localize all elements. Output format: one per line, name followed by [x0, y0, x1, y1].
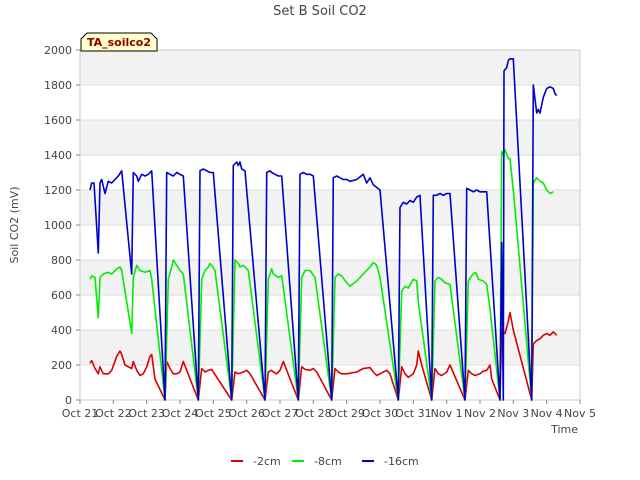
y-tick-label: 800: [51, 254, 72, 267]
x-tick-label: Nov 2: [464, 407, 496, 420]
series-line-2cm: [89, 311, 558, 401]
y-tick-label: 1200: [44, 184, 72, 197]
y-axis-label: Soil CO2 (mV): [8, 187, 21, 264]
series-line-8cm: [89, 149, 554, 401]
legend-label: -16cm: [384, 455, 419, 468]
x-tick-label: Oct 24: [162, 407, 199, 420]
legend: -2cm -8cm -16cm: [231, 455, 419, 468]
background-band: [80, 260, 580, 295]
annotation-box: TA_soilco2: [80, 32, 158, 52]
y-tick-label: 1400: [44, 149, 72, 162]
x-tick-label: Oct 25: [195, 407, 232, 420]
y-tick-label: 200: [51, 359, 72, 372]
x-tick-label: Nov 4: [531, 407, 563, 420]
x-axis-label: Time: [550, 423, 578, 436]
background-band: [80, 50, 580, 85]
y-tick-label: 1000: [44, 219, 72, 232]
x-tick-label: Oct 30: [362, 407, 399, 420]
x-tick-label: Oct 31: [395, 407, 432, 420]
annotation-label: TA_soilco2: [87, 36, 151, 49]
plot-background-bands: [80, 50, 580, 365]
background-band: [80, 190, 580, 225]
background-band: [80, 120, 580, 155]
x-tick-label: Oct 29: [328, 407, 365, 420]
x-tick-label: Oct 22: [95, 407, 132, 420]
chart-title: Set B Soil CO2: [273, 4, 367, 19]
x-tick-label: Nov 3: [497, 407, 529, 420]
series-layer: [89, 57, 558, 401]
x-tick-label: Oct 27: [262, 407, 299, 420]
x-tick-label: Oct 26: [228, 407, 265, 420]
x-tick-label: Oct 21: [62, 407, 99, 420]
y-tick-label: 400: [51, 324, 72, 337]
y-tick-label: 600: [51, 289, 72, 302]
x-tick-label: Nov 5: [564, 407, 596, 420]
y-tick-label: 0: [65, 394, 72, 407]
y-axis-ticks: 0 200 400 600 800 1000 1200 1400 1600 1800 2000: [44, 44, 80, 407]
y-tick-label: 2000: [44, 44, 72, 57]
legend-label: -2cm: [253, 455, 281, 468]
series-line-16cm: [89, 57, 558, 401]
x-tick-label: Nov 1: [431, 407, 463, 420]
y-tick-label: 1800: [44, 79, 72, 92]
background-band: [80, 330, 580, 365]
x-tick-label: Oct 23: [128, 407, 165, 420]
x-tick-label: Oct 28: [295, 407, 332, 420]
y-tick-label: 1600: [44, 114, 72, 127]
legend-label: -8cm: [314, 455, 342, 468]
